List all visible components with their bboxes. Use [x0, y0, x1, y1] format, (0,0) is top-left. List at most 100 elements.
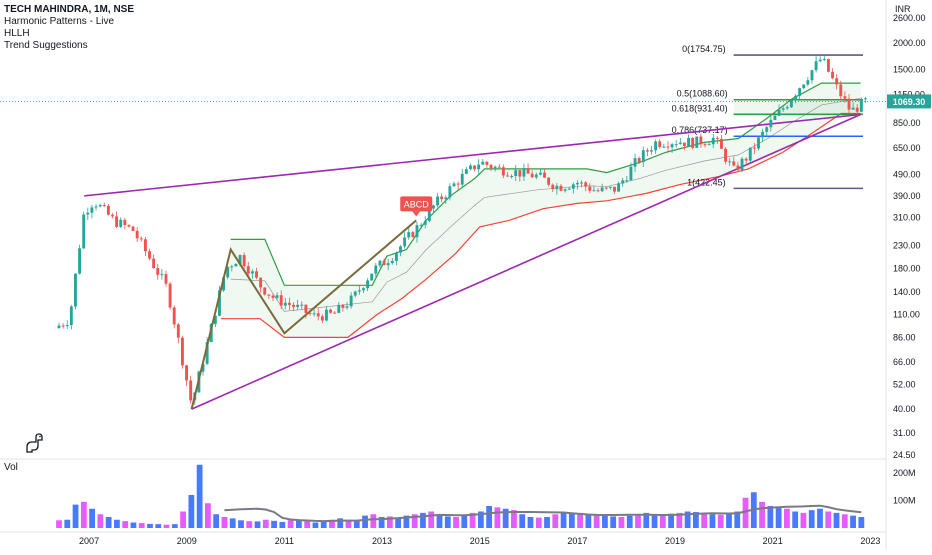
volume-bar: [312, 522, 319, 528]
y-tick-label: 230.00: [893, 240, 921, 250]
indicator-hllh[interactable]: HLLH: [4, 28, 30, 39]
candle-body: [773, 115, 777, 120]
candle-body: [645, 150, 649, 152]
hllh-lower-line: [220, 112, 861, 338]
candle-body: [189, 380, 193, 401]
candle-body: [835, 78, 839, 85]
volume-bar: [180, 511, 186, 528]
candle-body: [641, 150, 645, 162]
candle-body: [798, 88, 802, 96]
candle-body: [514, 170, 518, 176]
candle-body: [625, 180, 629, 182]
candle-body: [728, 161, 732, 163]
volume-bar: [320, 521, 327, 528]
candle-body: [353, 291, 357, 296]
candle-body: [102, 205, 106, 207]
candle-body: [576, 182, 579, 185]
candle-body: [337, 304, 341, 313]
abcd-badge: [400, 196, 433, 212]
volume-bar: [114, 519, 120, 528]
candle-body: [448, 186, 452, 198]
candle-body: [530, 173, 534, 178]
volume-bar: [213, 514, 220, 528]
candle-body: [329, 309, 333, 313]
candle-body: [802, 84, 806, 89]
volume-bar: [229, 518, 236, 528]
abcd-badge-pointer: [412, 211, 421, 217]
fib-zone: [733, 99, 864, 115]
candle-body: [238, 255, 242, 265]
abcd-pattern: ABCD: [190, 196, 433, 410]
candle-body: [526, 168, 530, 174]
candle-body: [781, 108, 785, 110]
candle-body: [654, 141, 658, 151]
candle-body: [362, 288, 365, 291]
candle-body: [74, 273, 77, 307]
volume-bar: [196, 464, 203, 528]
volume-bar: [469, 512, 476, 528]
candle-body: [78, 248, 82, 274]
candle-body: [810, 70, 814, 81]
volume-bar: [651, 514, 658, 528]
candle-body: [279, 295, 283, 306]
candle-body: [695, 136, 699, 148]
candle-body: [419, 224, 423, 226]
candle-body: [152, 258, 156, 269]
x-tick-label: 2015: [470, 536, 490, 546]
trendlines: [0, 101, 886, 410]
candle-body: [374, 265, 378, 274]
volume-bar: [89, 508, 95, 528]
candle-body: [222, 277, 226, 291]
volume-bar: [511, 510, 517, 528]
volume-bar: [64, 519, 71, 528]
volume-bar: [461, 515, 468, 528]
price-candles: [57, 56, 867, 405]
indicator-harmonic[interactable]: Harmonic Patterns - Live: [4, 16, 115, 27]
symbol-title[interactable]: TECH MAHINDRA, 1M, NSE: [4, 4, 135, 15]
candle-body: [501, 167, 505, 176]
candle-body: [234, 264, 238, 267]
candle-body: [176, 324, 180, 338]
candle-body: [57, 325, 61, 329]
candle-body: [185, 365, 188, 381]
fib-level-label: 0.618(931.40): [672, 103, 728, 113]
candle-body: [571, 184, 575, 189]
fib-level-label: 0(1754.75): [682, 44, 726, 54]
candle-body: [205, 342, 209, 364]
candle-body: [674, 144, 678, 146]
y-tick-label: 40.00: [893, 404, 916, 414]
candle-body: [246, 266, 250, 274]
candle-body: [633, 158, 637, 167]
candle-body: [431, 205, 435, 209]
volume-bar: [105, 517, 112, 528]
volume-bar: [610, 516, 617, 528]
candle-body: [789, 100, 793, 108]
candle-body: [752, 147, 756, 149]
candle-body: [518, 170, 522, 177]
volume-bar: [693, 512, 699, 528]
candle-body: [761, 131, 765, 138]
volume-bar: [792, 511, 799, 528]
volume-bar: [527, 517, 534, 528]
x-tick-label: 2009: [177, 536, 197, 546]
candle-body: [139, 238, 143, 240]
candle-body: [201, 363, 205, 372]
candle-body: [349, 295, 353, 307]
candle-body: [226, 266, 230, 278]
volume-bar: [147, 523, 153, 528]
volume-bar: [403, 515, 410, 528]
candle-body: [452, 183, 456, 187]
volume-bar: [72, 504, 79, 528]
volume-bar: [80, 501, 87, 528]
candle-body: [855, 107, 859, 112]
candle-body: [341, 304, 345, 308]
candle-body: [497, 166, 501, 168]
y-tick-label: 850.00: [893, 118, 921, 128]
fib-level-label: 0.5(1088.60): [677, 89, 728, 99]
candle-body: [740, 158, 744, 171]
volume-bar: [726, 513, 732, 528]
candle-body: [687, 137, 690, 146]
candle-body: [304, 304, 308, 313]
indicator-trend[interactable]: Trend Suggestions: [4, 40, 88, 51]
